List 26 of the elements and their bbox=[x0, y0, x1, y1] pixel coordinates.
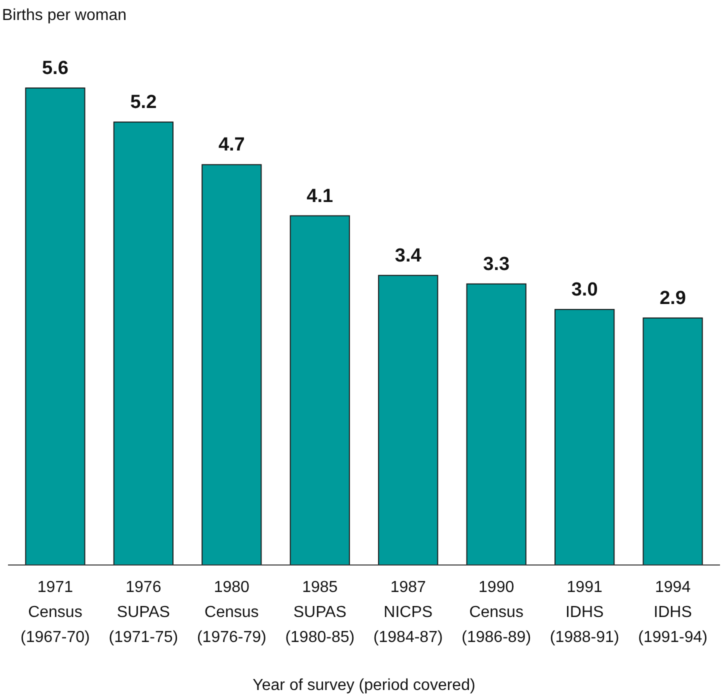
data-label: 5.2 bbox=[130, 92, 157, 114]
x-tick-label: 1985 SUPAS (1980-85) bbox=[285, 579, 355, 646]
data-label: 3.0 bbox=[571, 279, 598, 300]
x-tick-label: 1971 Census (1967-70) bbox=[20, 579, 90, 646]
x-tick-label: 1976 SUPAS (1971-75) bbox=[108, 579, 178, 646]
x-axis-title: Year of survey (period covered) bbox=[252, 677, 476, 694]
data-label: 3.4 bbox=[394, 245, 422, 266]
bar bbox=[25, 88, 86, 566]
data-label: 3.3 bbox=[483, 254, 510, 275]
x-tick-label: 1994 IDHS (1991-94) bbox=[638, 579, 708, 646]
bar bbox=[466, 283, 526, 566]
y-axis-title: Births per woman bbox=[2, 7, 126, 24]
data-label: 4.1 bbox=[306, 186, 334, 207]
bar bbox=[378, 274, 438, 566]
bar bbox=[113, 122, 174, 566]
x-tick-label: 1991 IDHS (1988-91) bbox=[550, 579, 620, 646]
data-label: 2.9 bbox=[660, 288, 686, 309]
data-label: 5.6 bbox=[42, 58, 68, 79]
bar bbox=[290, 215, 350, 566]
x-tick-label: 1990 Census (1986-89) bbox=[462, 579, 532, 646]
data-label: 4.7 bbox=[218, 134, 245, 156]
bar bbox=[202, 164, 262, 566]
bar bbox=[554, 308, 615, 566]
bar bbox=[642, 317, 703, 566]
x-tick-label: 1980 Census (1976-79) bbox=[196, 579, 266, 646]
x-tick-label: 1987 NICPS (1984-87) bbox=[373, 579, 443, 646]
